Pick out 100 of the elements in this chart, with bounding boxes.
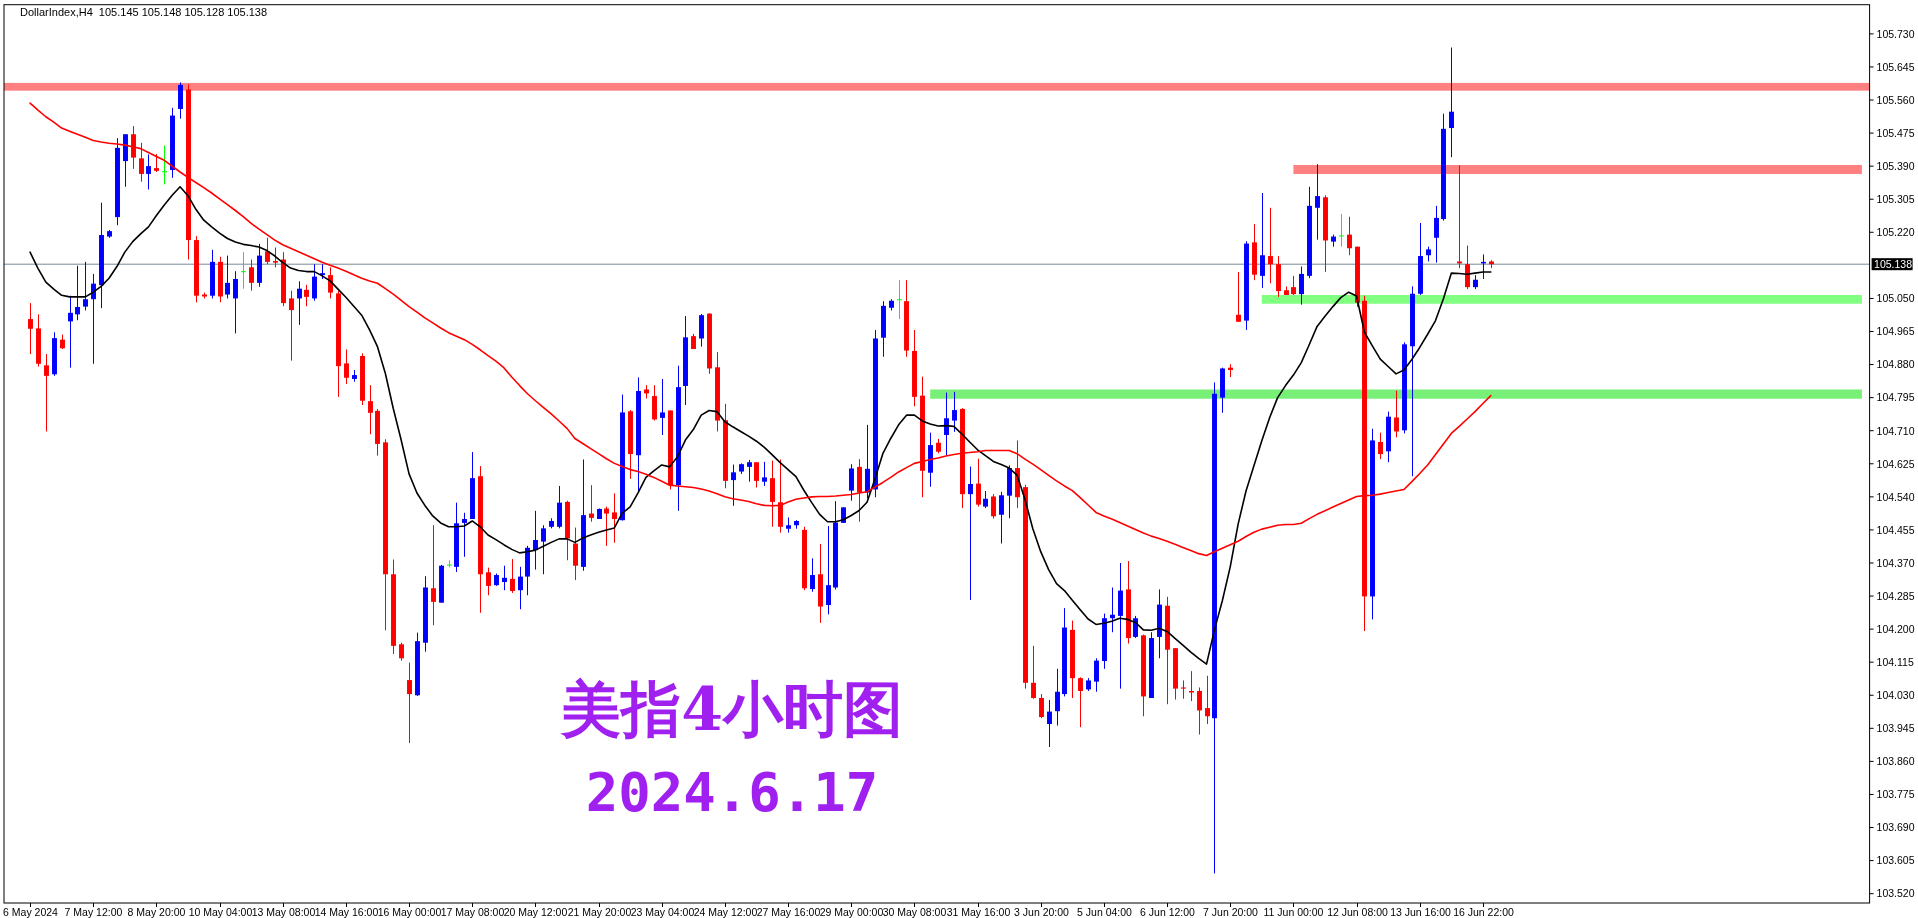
- candlestick: [541, 524, 546, 575]
- candlestick: [1055, 668, 1060, 727]
- candlestick: [518, 566, 523, 610]
- x-tick-label: 27 May 16:00: [756, 905, 821, 918]
- candlestick: [1449, 46, 1454, 158]
- candlestick: [146, 153, 151, 190]
- y-tick-label: 105.220: [1876, 226, 1915, 239]
- candlestick: [1205, 675, 1210, 725]
- candlestick: [233, 270, 238, 334]
- candlestick: [1299, 266, 1304, 306]
- candlestick: [241, 251, 246, 290]
- candlestick: [1315, 163, 1320, 241]
- candlestick: [486, 567, 491, 596]
- candlestick: [502, 565, 507, 591]
- y-tick-label: 103.690: [1876, 821, 1915, 834]
- candlestick: [589, 484, 594, 523]
- y-tick-label: 104.200: [1876, 622, 1915, 635]
- candlestick: [865, 424, 870, 499]
- candlestick: [273, 246, 278, 268]
- candlestick: [1465, 245, 1470, 290]
- y-tick-label: 103.775: [1876, 788, 1915, 801]
- y-tick-label: 104.115: [1876, 655, 1914, 668]
- x-tick-label: 12 Jun 08:00: [1327, 905, 1389, 918]
- candlestick: [1181, 679, 1186, 700]
- candlestick: [849, 463, 854, 502]
- x-tick-label: 6 Jun 12:00: [1140, 905, 1196, 918]
- line-series: [29, 185, 1492, 665]
- y-tick-label: 104.880: [1876, 358, 1915, 371]
- y-tick-label: 104.540: [1876, 490, 1915, 503]
- x-tick-label: 3 Jun 20:00: [1014, 905, 1070, 918]
- x-tick-label: 16 Jun 22:00: [1453, 905, 1515, 918]
- candlestick: [1039, 693, 1044, 719]
- x-tick-label: 29 May 00:00: [819, 905, 884, 918]
- candlestick: [573, 527, 578, 581]
- candlestick: [431, 524, 436, 626]
- candlestick: [1047, 699, 1052, 748]
- candlestick: [533, 510, 538, 571]
- y-tick-label: 103.945: [1876, 722, 1915, 735]
- candlestick: [328, 266, 333, 299]
- candlestick: [139, 142, 144, 183]
- candlestick: [897, 279, 902, 320]
- candlestick: [1094, 657, 1099, 693]
- candlestick: [265, 237, 270, 265]
- candlestick: [462, 512, 467, 558]
- candlestick: [660, 378, 665, 436]
- y-tick-label: 105.475: [1876, 126, 1915, 139]
- x-tick-label: 17 May 08:00: [440, 905, 505, 918]
- x-tick-label: 24 May 12:00: [693, 905, 758, 918]
- candlestick: [991, 493, 996, 520]
- candlestick: [944, 392, 949, 456]
- candlestick: [249, 259, 254, 292]
- candlestick: [225, 255, 230, 299]
- candlestick: [731, 464, 736, 507]
- candlestick: [1197, 686, 1202, 736]
- x-tick-label: 21 May 20:00: [567, 905, 632, 918]
- x-tick-label: 6 May 2024: [3, 905, 59, 918]
- candlestick: [976, 458, 981, 508]
- ref-line-label: 105.138: [1874, 257, 1913, 270]
- x-tick-label: 31 May 16:00: [946, 905, 1011, 918]
- candlestick: [952, 391, 957, 433]
- candlestick: [1189, 670, 1194, 702]
- candlestick: [1078, 676, 1083, 728]
- candlestick: [407, 662, 412, 744]
- y-tick-label: 105.305: [1876, 193, 1915, 206]
- candlestick: [83, 261, 88, 311]
- y-tick-label: 104.710: [1876, 424, 1915, 437]
- candlestick: [1394, 390, 1399, 438]
- y-tick-label: 103.860: [1876, 755, 1915, 768]
- y-tick-label: 104.965: [1876, 325, 1915, 338]
- candlestick: [1434, 205, 1439, 264]
- candlestick: [28, 302, 33, 355]
- y-tick-label: 105.730: [1876, 27, 1915, 40]
- candlestick: [312, 263, 317, 302]
- annotation: 2024.6.17: [585, 760, 879, 824]
- y-tick-label: 105.645: [1876, 60, 1915, 73]
- candlestick: [44, 353, 49, 432]
- x-tick-label: 30 May 08:00: [882, 905, 947, 918]
- x-tick-label: 13 Jun 16:00: [1390, 905, 1452, 918]
- candlestick: [297, 280, 302, 326]
- candlestick: [1378, 432, 1383, 460]
- x-tick-label: 7 Jun 20:00: [1203, 905, 1259, 918]
- y-tick-label: 105.390: [1876, 159, 1915, 172]
- candlestick: [810, 557, 815, 593]
- candlestick: [1031, 645, 1036, 700]
- chart-title: DollarIndex,H4 105.145 105.148 105.128 105.138: [20, 6, 268, 18]
- y-tick-label: 104.285: [1876, 589, 1915, 602]
- candlestick: [1291, 275, 1296, 296]
- candlestick: [652, 384, 657, 422]
- candlestick: [1339, 213, 1344, 248]
- x-tick-label: 14 May 16:00: [314, 905, 379, 918]
- candlestick: [604, 506, 609, 547]
- y-tick-label: 104.625: [1876, 457, 1915, 470]
- candlestick: [1268, 207, 1273, 284]
- y-tick-label: 105.050: [1876, 292, 1915, 305]
- candlestick: [999, 491, 1004, 545]
- candlestick: [368, 384, 373, 435]
- x-tick-label: 8 May 20:00: [127, 905, 186, 918]
- y-tick-label: 103.520: [1876, 887, 1915, 900]
- candlestick: [75, 265, 80, 321]
- candlestick: [131, 125, 136, 170]
